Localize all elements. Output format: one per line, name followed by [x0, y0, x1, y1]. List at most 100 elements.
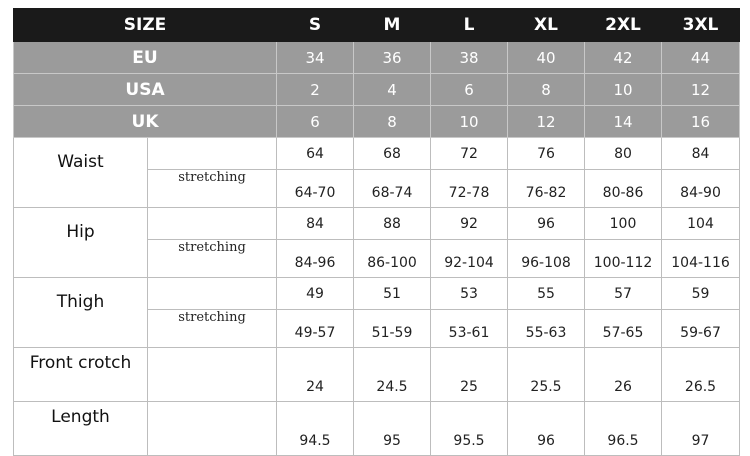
measurement-value: 95.5: [430, 401, 509, 456]
measurement-value: 88: [353, 207, 432, 240]
stretch-value: 96-108: [507, 239, 586, 278]
measurement-value: 95: [353, 401, 432, 456]
measurement-row-length: Length 94.5 95 95.5 96 96.5 97: [13, 401, 741, 456]
stretching-label: stretching: [146, 239, 278, 278]
conversion-value: 42: [584, 41, 663, 74]
measurement-value: 49: [276, 277, 355, 310]
measurement-value: 94.5: [276, 401, 355, 456]
measurement-value: 55: [507, 277, 586, 310]
stretch-value: 92-104: [430, 239, 509, 278]
conversion-value: 16: [661, 105, 741, 138]
sub-label-empty: [146, 137, 278, 170]
measurement-value: 96.5: [584, 401, 663, 456]
conversion-value: 8: [353, 105, 432, 138]
measurement-value: 26.5: [661, 347, 741, 402]
measurement-label: Length: [13, 401, 148, 456]
measurement-value: 72: [430, 137, 509, 170]
sub-label-empty: [146, 347, 278, 402]
measurement-value: 53: [430, 277, 509, 310]
stretch-value: 57-65: [584, 309, 663, 348]
conversion-row-usa: USA 2 4 6 8 10 12: [12, 73, 741, 106]
stretch-value: 72-78: [430, 169, 509, 208]
size-header-2xl: 2XL: [584, 8, 663, 42]
stretch-value: 86-100: [353, 239, 432, 278]
measurement-value: 92: [430, 207, 509, 240]
stretch-value: 59-67: [661, 309, 741, 348]
conversion-value: 40: [507, 41, 586, 74]
stretch-value: 84-90: [661, 169, 741, 208]
conversion-value: 44: [661, 41, 741, 74]
measurement-label: Thigh: [13, 277, 148, 348]
measurement-value: 96: [507, 401, 586, 456]
conversion-label: UK: [12, 105, 278, 138]
measurement-value: 24: [276, 347, 355, 402]
size-header-m: M: [353, 8, 432, 42]
measurement-value: 84: [276, 207, 355, 240]
measurement-value: 96: [507, 207, 586, 240]
stretch-value: 64-70: [276, 169, 355, 208]
size-header-s: S: [276, 8, 355, 42]
measurement-value: 64: [276, 137, 355, 170]
sub-label-empty: [146, 277, 278, 310]
measurement-value: 59: [661, 277, 741, 310]
measurement-value: 100: [584, 207, 663, 240]
conversion-value: 12: [661, 73, 741, 106]
stretching-label: stretching: [146, 309, 278, 348]
measurement-value: 76: [507, 137, 586, 170]
stretch-row-hip: stretching 84-96 86-100 92-104 96-108 100-112…: [14, 239, 741, 278]
stretch-row-thigh: stretching 49-57 51-59 53-61 55-63 57-65 59-67: [14, 309, 741, 348]
stretch-value: 76-82: [507, 169, 586, 208]
measurement-label: Front crotch: [13, 347, 148, 402]
conversion-value: 10: [584, 73, 663, 106]
conversion-value: 14: [584, 105, 663, 138]
conversion-value: 38: [430, 41, 509, 74]
measurement-value: 51: [353, 277, 432, 310]
conversion-value: 10: [430, 105, 509, 138]
conversion-value: 6: [276, 105, 355, 138]
stretch-value: 80-86: [584, 169, 663, 208]
measurement-label: Hip: [13, 207, 148, 278]
stretch-value: 53-61: [430, 309, 509, 348]
conversion-value: 2: [276, 73, 355, 106]
conversion-value: 34: [276, 41, 355, 74]
measurement-row-waist: Waist 64 68 72 76 80 84: [13, 137, 741, 208]
header-row: SIZE S M L XL 2XL 3XL: [12, 8, 741, 42]
measurement-label: Waist: [13, 137, 148, 208]
measurement-value: 25: [430, 347, 509, 402]
size-header-xl: XL: [507, 8, 586, 42]
measurement-value: 25.5: [507, 347, 586, 402]
measurement-value: 80: [584, 137, 663, 170]
conversion-value: 8: [507, 73, 586, 106]
measurement-value: 97: [661, 401, 741, 456]
conversion-value: 12: [507, 105, 586, 138]
conversion-label: USA: [12, 73, 278, 106]
size-chart-table: SIZE S M L XL 2XL 3XL EU 34 36 38 40 42 44 USA 2 4 6 8 10 12…: [12, 8, 741, 456]
size-header-3xl: 3XL: [661, 8, 741, 42]
size-header-l: L: [430, 8, 509, 42]
measurement-value: 57: [584, 277, 663, 310]
measurement-value: 104: [661, 207, 741, 240]
size-header-label: SIZE: [12, 8, 278, 42]
conversion-value: 4: [353, 73, 432, 106]
measurement-value: 68: [353, 137, 432, 170]
sub-label-empty: [146, 207, 278, 240]
measurement-value: 26: [584, 347, 663, 402]
conversion-value: 36: [353, 41, 432, 74]
stretch-value: 68-74: [353, 169, 432, 208]
stretch-value: 49-57: [276, 309, 355, 348]
conversion-row-uk: UK 6 8 10 12 14 16: [12, 105, 741, 138]
conversion-label: EU: [12, 41, 278, 74]
measurement-row-thigh: Thigh 49 51 53 55 57 59: [13, 277, 741, 348]
stretch-value: 100-112: [584, 239, 663, 278]
conversion-row-eu: EU 34 36 38 40 42 44: [12, 41, 741, 74]
stretch-row-waist: stretching 64-70 68-74 72-78 76-82 80-86 84-90: [14, 169, 741, 208]
stretch-value: 51-59: [353, 309, 432, 348]
stretch-value: 55-63: [507, 309, 586, 348]
conversion-value: 6: [430, 73, 509, 106]
measurement-row-front-crotch: Front crotch 24 24.5 25 25.5 26 26.5: [13, 347, 741, 402]
stretch-value: 104-116: [661, 239, 741, 278]
measurement-row-hip: Hip 84 88 92 96 100 104: [13, 207, 741, 278]
measurement-value: 24.5: [353, 347, 432, 402]
stretching-label: stretching: [146, 169, 278, 208]
sub-label-empty: [146, 401, 278, 456]
